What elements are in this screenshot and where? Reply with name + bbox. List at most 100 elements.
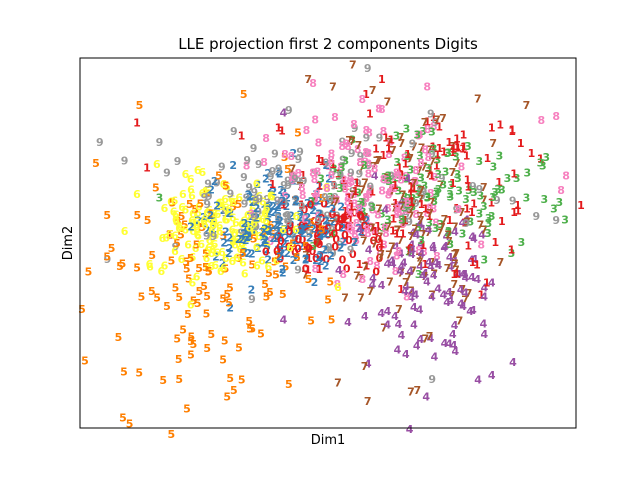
digit-3-point: 3 [354,186,362,199]
digit-3-point: 3 [421,180,429,193]
digit-6-point: 6 [189,208,197,221]
digit-4-point: 4 [481,282,489,295]
digit-0-point: 0 [321,224,329,237]
digit-7-point: 7 [349,189,357,202]
digit-2-point: 2 [309,204,317,217]
digit-4-point: 4 [369,279,377,292]
digit-5-point: 5 [257,328,265,341]
digit-8-point: 8 [380,125,388,138]
digit-1-point: 1 [143,162,151,175]
digit-7-point: 7 [341,291,349,304]
digit-3-point: 3 [359,206,367,219]
digit-4-point: 4 [335,264,343,277]
digit-8-point: 8 [289,170,297,183]
digit-4-point: 4 [488,277,496,290]
digit-8-point: 8 [343,220,351,233]
digit-5-point: 5 [289,238,297,251]
digit-5-point: 5 [272,269,280,282]
digit-2-point: 2 [229,159,237,172]
digit-9-point: 9 [311,167,319,180]
digit-8-point: 8 [328,148,336,161]
digit-8-point: 8 [359,273,367,286]
digit-8-point: 8 [346,222,354,235]
digit-0-point: 0 [374,233,382,246]
digit-3-point: 3 [464,140,472,153]
digit-2-point: 2 [320,228,328,241]
digit-7-point: 7 [441,213,449,226]
digit-3-point: 3 [475,155,483,168]
digit-1-point: 1 [366,107,374,120]
digit-6-point: 6 [224,207,232,220]
digit-2-point: 2 [304,197,312,210]
digit-1-point: 1 [449,177,457,190]
digit-9-point: 9 [321,191,329,204]
digit-3-point: 3 [452,151,460,164]
digit-5-point: 5 [319,192,327,205]
digit-8-point: 8 [393,250,401,263]
digit-3-point: 3 [488,210,496,223]
digit-5-point: 5 [235,342,243,355]
digit-6-point: 6 [241,268,249,281]
digit-6-point: 6 [279,224,287,237]
digit-7-point: 7 [421,116,429,129]
digit-3-point: 3 [455,185,463,198]
digit-6-point: 6 [213,247,221,260]
digit-3-point: 3 [490,161,498,174]
digit-3-point: 3 [447,191,455,204]
digit-4-point: 4 [474,373,482,386]
digit-8-point: 8 [362,146,370,159]
digit-6-point: 6 [261,223,269,236]
digit-9-point: 9 [334,212,342,225]
digit-2-point: 2 [282,231,290,244]
digit-5-point: 5 [235,198,243,211]
digit-8-point: 8 [395,245,403,258]
digit-1-point: 1 [508,243,516,256]
digit-1-point: 1 [483,277,491,290]
digit-2-point: 2 [322,259,330,272]
digit-9-point: 9 [263,193,271,206]
digit-3-point: 3 [454,172,462,185]
digit-8-point: 8 [364,227,372,240]
digit-4-point: 4 [423,276,431,289]
digit-5-point: 5 [222,263,230,276]
digit-5-point: 5 [92,157,100,170]
digit-3-point: 3 [317,173,325,186]
digit-7-point: 7 [458,206,466,219]
digit-2-point: 2 [280,237,288,250]
digit-3-point: 3 [424,162,432,175]
digit-9-point: 9 [295,153,303,166]
digit-8-point: 8 [367,221,375,234]
digit-2-point: 2 [321,243,329,256]
digit-2-point: 2 [266,206,274,219]
digit-7-point: 7 [367,285,375,298]
digit-9-point: 9 [532,210,540,223]
digit-2-point: 2 [263,244,271,257]
digit-5-point: 5 [305,273,313,286]
digit-5-point: 5 [183,403,191,416]
digit-5-point: 5 [245,315,253,328]
digit-5-point: 5 [148,285,156,298]
digit-9-point: 9 [240,171,248,184]
digit-4-point: 4 [442,240,450,253]
digit-7-point: 7 [417,214,425,227]
digit-8-point: 8 [311,173,319,186]
digit-5-point: 5 [174,215,182,228]
digit-0-point: 0 [351,206,359,219]
digit-9-point: 9 [329,247,337,260]
digit-3-point: 3 [394,172,402,185]
digit-1-point: 1 [453,202,461,215]
digit-2-point: 2 [271,219,279,232]
digit-3-point: 3 [462,193,470,206]
digit-9-point: 9 [322,156,330,169]
digit-7-point: 7 [425,143,433,156]
digit-4-point: 4 [388,255,396,268]
digit-0-point: 0 [357,210,365,223]
digit-9-point: 9 [349,185,357,198]
digit-7-point: 7 [444,262,452,275]
digit-5-point: 5 [78,303,86,316]
digit-7-point: 7 [430,268,438,281]
digit-7-point: 7 [407,386,415,399]
digit-6-point: 6 [228,255,236,268]
digit-8-point: 8 [402,170,410,183]
